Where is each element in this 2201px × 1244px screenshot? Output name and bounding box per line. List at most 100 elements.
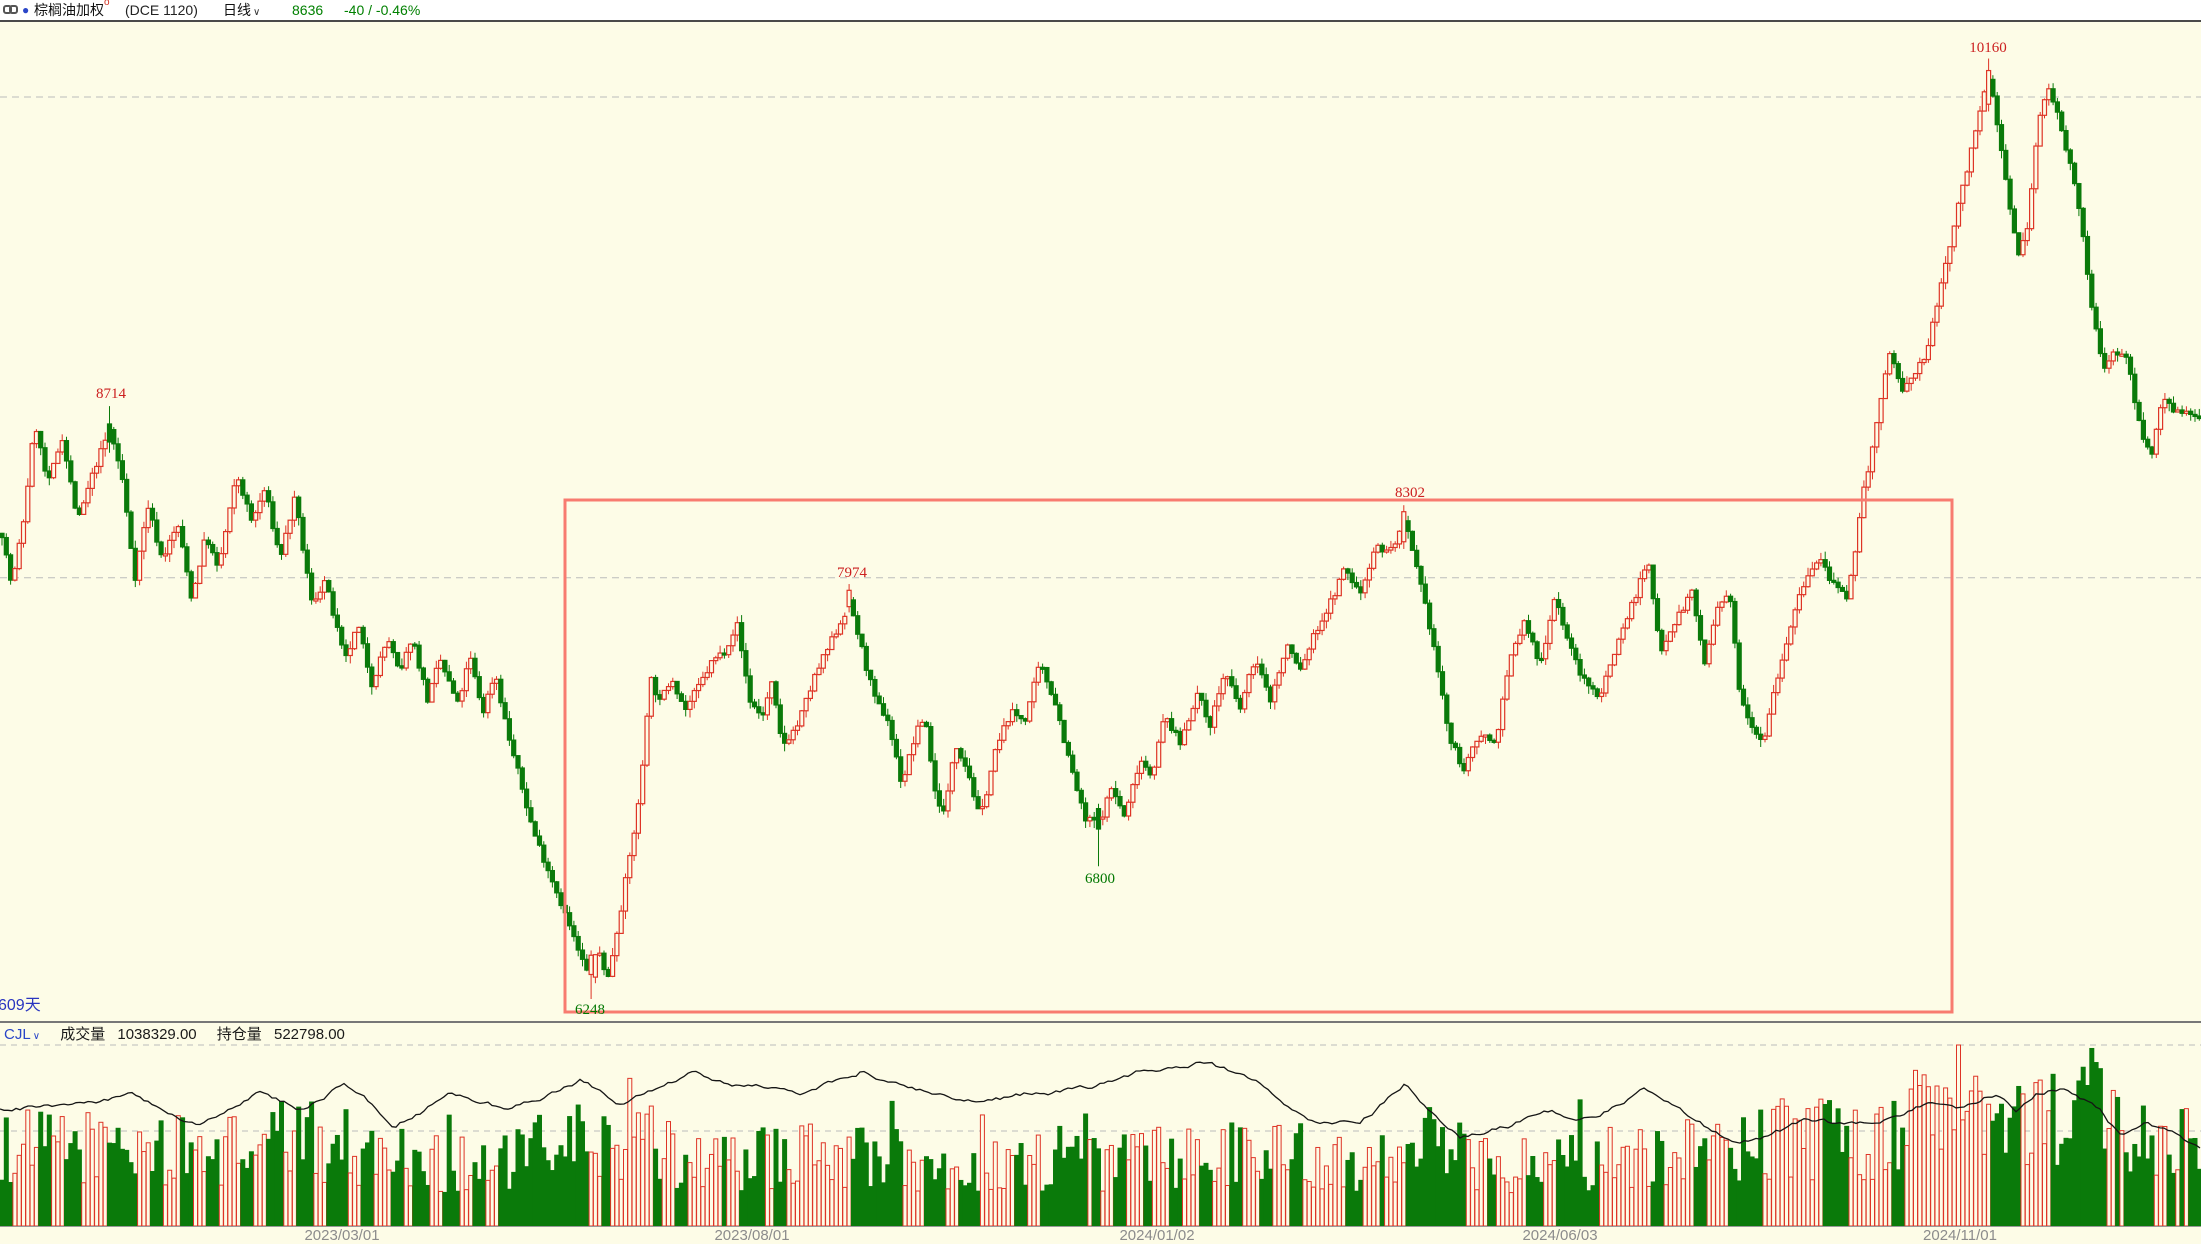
candle-down (971, 777, 977, 798)
candle-up (85, 487, 91, 504)
volume-bar (506, 1188, 512, 1227)
volume-bar (1392, 1181, 1398, 1227)
candle-up (1633, 596, 1639, 604)
volume-bar (1672, 1152, 1678, 1227)
volume-bar (472, 1162, 478, 1227)
candle-down (2102, 352, 2108, 369)
volume-bar (820, 1142, 826, 1227)
volume-bar (46, 1114, 52, 1227)
volume-bar (545, 1160, 551, 1227)
candle-down (1409, 530, 1416, 551)
volume-bar (571, 1161, 577, 1227)
candle-down (1113, 788, 1119, 798)
candle-down (304, 549, 310, 574)
volume-bar (928, 1159, 934, 1227)
volume-bar (167, 1169, 173, 1227)
candle-up (1672, 624, 1678, 633)
volume-bar (2003, 1152, 2009, 1227)
link-icon[interactable] (3, 5, 19, 14)
candle-down (2080, 207, 2086, 238)
volume-bar (1010, 1155, 1015, 1227)
indicator-dropdown[interactable]: CJL ∨ (4, 1026, 40, 1043)
candle-up (820, 654, 826, 669)
symbol-dot-icon: ● (22, 3, 30, 17)
volume-bar (2085, 1084, 2090, 1227)
candle-up (2119, 353, 2125, 357)
candle-up (1272, 684, 1278, 703)
candle-up (953, 748, 960, 764)
candle-up (16, 542, 22, 570)
candle-up (996, 739, 1003, 751)
x-axis-label: 2024/11/01 (1923, 1227, 1997, 1244)
candle-down (528, 807, 534, 823)
candle-up (1762, 735, 1768, 741)
volume-bar (674, 1187, 680, 1227)
candle-down (412, 643, 418, 647)
volume-bar (1547, 1164, 1553, 1227)
volume-bar (1702, 1138, 1708, 1227)
candle-up (1392, 543, 1398, 549)
volume-bar (1139, 1133, 1144, 1227)
volume-bar (2067, 1138, 2073, 1227)
volume-bar (1091, 1138, 1097, 1227)
candle-up (1547, 619, 1553, 645)
volume-bar (451, 1170, 456, 1227)
candle-down (605, 968, 611, 977)
candle-up (1796, 594, 1803, 611)
volume-bar (635, 1112, 641, 1227)
volume-bar (1465, 1139, 1471, 1227)
candle-up (1719, 601, 1725, 608)
candle-down (1091, 816, 1097, 821)
candle-up (1770, 692, 1777, 715)
candle-down (683, 700, 689, 710)
volume-bar (1083, 1113, 1089, 1227)
candle-up (1930, 321, 1936, 347)
candle-up (192, 582, 199, 599)
candle-up (1629, 601, 1635, 620)
volume-bar (2037, 1079, 2043, 1227)
volume-bar (1943, 1087, 1949, 1227)
volume-bar (1508, 1192, 1514, 1227)
period-dropdown[interactable]: 日线 ∨ (223, 2, 261, 18)
volume-bar (1126, 1159, 1132, 1227)
volume-bar (1491, 1174, 1497, 1227)
drawing-rectangle-annotation[interactable] (563, 498, 1954, 1014)
volume-bar (803, 1135, 809, 1227)
volume-bar (1723, 1139, 1729, 1227)
volume-bar (786, 1169, 792, 1227)
volume-bar (1981, 1153, 1987, 1227)
symbol-name[interactable]: 棕榈油加权 o (34, 0, 110, 18)
volume-bar (107, 1142, 112, 1227)
volume-bar (1956, 1044, 1961, 1227)
volume-bar (1603, 1171, 1609, 1227)
candle-up (1181, 729, 1188, 746)
candle-up (1951, 225, 1957, 248)
candle-down (554, 881, 560, 894)
volume-bar (1031, 1163, 1037, 1227)
candle-up (1955, 202, 1962, 227)
candle-down (1143, 760, 1149, 768)
candle-down (2149, 446, 2155, 455)
candle-down (8, 554, 14, 581)
volume-bar (274, 1130, 280, 1227)
candle-down (928, 726, 934, 762)
volume-bar (2171, 1172, 2176, 1227)
candle-down (1822, 559, 1828, 568)
candle-up (1156, 741, 1162, 768)
candle-up (2033, 145, 2039, 190)
volume-bar (1805, 1108, 1811, 1227)
volume-bar (124, 1149, 130, 1227)
candle-down (1732, 600, 1738, 644)
volume-bar (1190, 1174, 1196, 1227)
volume-bar (42, 1146, 48, 1227)
volume-bar (446, 1114, 452, 1227)
volume-bar (1676, 1157, 1682, 1227)
candle-down (2089, 273, 2095, 308)
candle-up (197, 565, 203, 585)
candle-up (1611, 653, 1618, 666)
candle-up (1715, 606, 1721, 626)
volume-bar (1663, 1184, 1669, 1227)
volume-bar (1315, 1146, 1321, 1227)
volume-bar (1366, 1146, 1372, 1227)
